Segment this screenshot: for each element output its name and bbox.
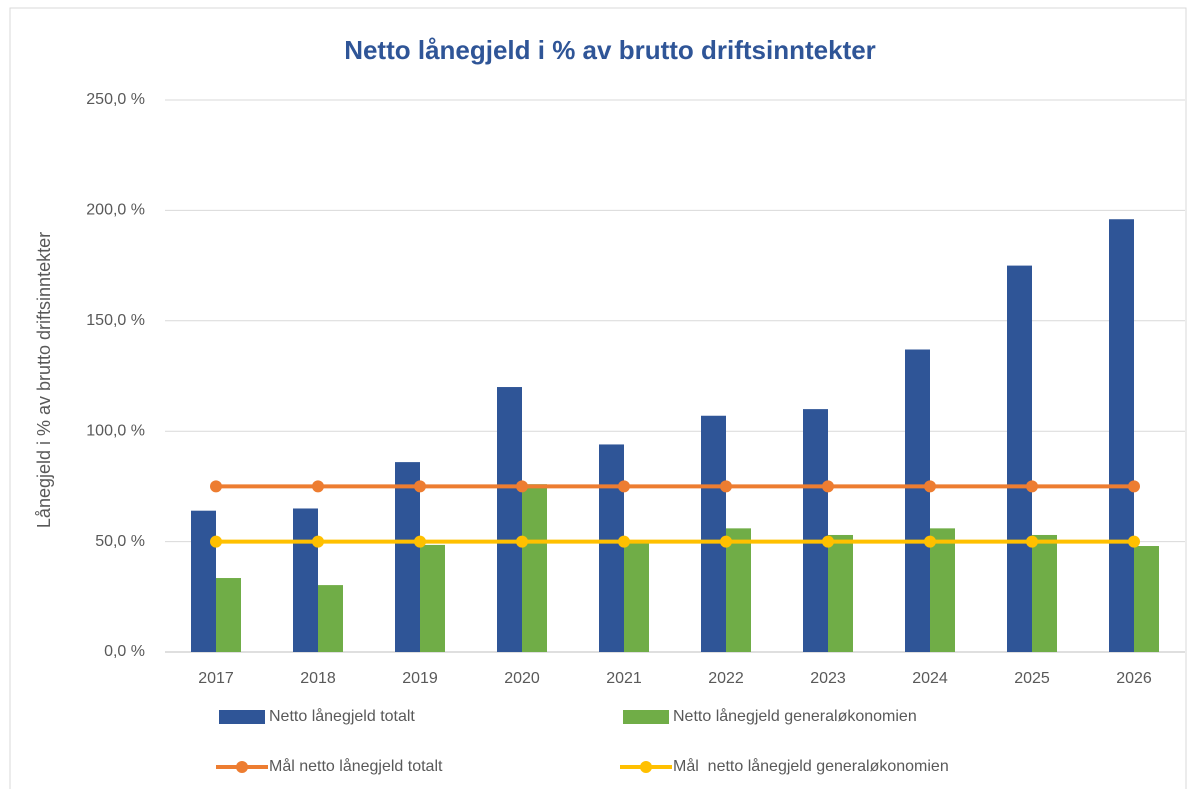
x-tick-label: 2017 — [198, 670, 234, 687]
line-marker — [1026, 480, 1038, 493]
x-tick-label: 2025 — [1014, 670, 1050, 687]
bar — [1007, 265, 1032, 652]
line-marker — [414, 480, 426, 493]
line-marker — [720, 480, 732, 493]
line-marker — [312, 480, 324, 493]
bar — [624, 541, 649, 652]
bar — [191, 510, 216, 652]
y-tick-label: 50,0 % — [95, 533, 145, 550]
bar — [1134, 546, 1159, 652]
bar — [318, 585, 343, 652]
line-marker — [516, 535, 528, 548]
x-tick-label: 2021 — [606, 670, 642, 687]
legend-label: Mål netto lånegjeld generaløkonomien — [673, 757, 949, 775]
y-axis-label: Lånegjeld i % av brutto driftsinntekter — [34, 232, 54, 528]
x-tick-label: 2023 — [810, 670, 846, 687]
y-tick-label: 0,0 % — [104, 643, 145, 660]
x-tick-label: 2022 — [708, 670, 744, 687]
x-tick-label: 2018 — [300, 670, 336, 687]
y-tick-label: 250,0 % — [86, 91, 145, 108]
bar — [1032, 534, 1057, 652]
bar — [828, 534, 853, 652]
y-tick-label: 150,0 % — [86, 312, 145, 329]
line-marker — [210, 480, 222, 493]
chart-frame — [9, 7, 1187, 789]
bar — [497, 387, 522, 652]
x-tick-label: 2019 — [402, 670, 438, 687]
bar — [395, 462, 420, 652]
legend-label: Mål netto lånegjeld totalt — [269, 757, 443, 775]
bar — [420, 544, 445, 652]
x-tick-label: 2026 — [1116, 670, 1152, 687]
line-marker — [1026, 535, 1038, 548]
line-marker — [1128, 480, 1140, 493]
legend-label: Netto lånegjeld totalt — [269, 707, 415, 725]
line-marker — [924, 535, 936, 548]
line-marker — [822, 535, 834, 548]
bar — [905, 349, 930, 652]
bar — [701, 415, 726, 652]
line-marker — [720, 535, 732, 548]
bar — [1109, 219, 1134, 652]
legend-label: Netto lånegjeld generaløkonomien — [673, 707, 917, 725]
bar — [930, 528, 955, 652]
legend-swatch — [219, 710, 265, 724]
bar — [522, 484, 547, 652]
legend-swatch — [236, 761, 248, 773]
chart-title: Netto lånegjeld i % av brutto driftsinnt… — [344, 35, 876, 65]
y-tick-label: 200,0 % — [86, 202, 145, 219]
line-marker — [210, 535, 222, 548]
x-tick-label: 2024 — [912, 670, 948, 687]
line-marker — [822, 480, 834, 493]
bar — [803, 409, 828, 652]
line-marker — [618, 535, 630, 548]
bar — [599, 444, 624, 652]
line-marker — [924, 480, 936, 493]
x-tick-label: 2020 — [504, 670, 540, 687]
y-tick-label: 100,0 % — [86, 422, 145, 439]
legend-swatch — [623, 710, 669, 724]
bar — [726, 528, 751, 652]
bar — [216, 578, 241, 652]
legend-swatch — [640, 761, 652, 773]
line-marker — [618, 480, 630, 493]
line-marker — [516, 480, 528, 493]
bar — [293, 508, 318, 652]
line-marker — [1128, 535, 1140, 548]
line-marker — [414, 535, 426, 548]
line-marker — [312, 535, 324, 548]
